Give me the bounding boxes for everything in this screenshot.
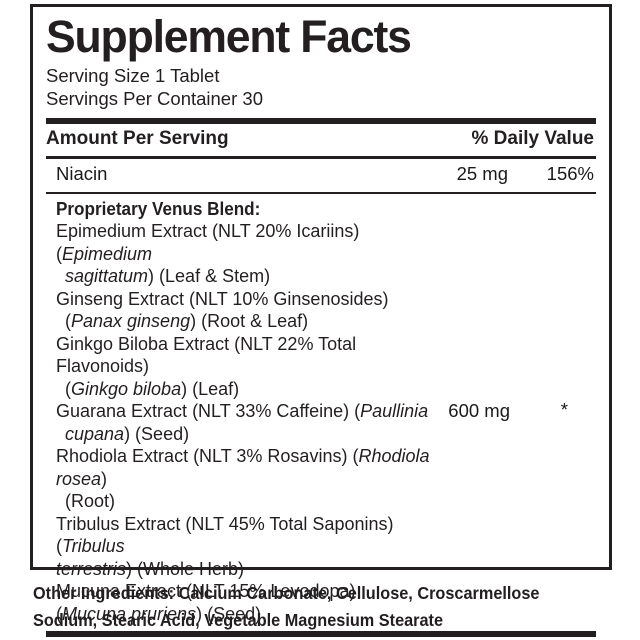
blend-item-text: ) (Whole Herb) [126, 558, 245, 579]
blend-amount: 600 mg [448, 400, 510, 422]
blend-item-continuation: (Mucuna pruriens) (Seed) [56, 603, 450, 626]
divider-under-header [46, 156, 596, 159]
blend-item-text: ( [56, 603, 62, 624]
nutrient-amount-niacin: 25 mg [456, 163, 508, 184]
nutrient-daily-value-niacin: 156% [546, 163, 594, 184]
nutrient-name-niacin: Niacin [56, 163, 108, 184]
blend-item-text: ) [101, 468, 108, 489]
blend-item-latin: Panax ginseng [71, 311, 191, 331]
table-row-niacin: Niacin 25 mg 156% [46, 159, 596, 188]
list-item: Tribulus Extract (NLT 45% Total Saponins… [56, 513, 450, 581]
divider-under-niacin [46, 192, 596, 194]
blend-item-text: ) (Leaf & Stem) [148, 266, 271, 286]
blend-item-latin: Mucuna pruriens [62, 603, 197, 624]
table-header-row: Amount Per Serving % Daily Value [46, 124, 596, 153]
blend-item-text: Ginkgo Biloba Extract (NLT 22% Total Fla… [56, 333, 357, 377]
blend-heading: Proprietary Venus Blend: [56, 198, 261, 219]
blend-item-text: ( [65, 378, 71, 399]
column-header-percent-daily-value: % Daily Value [471, 128, 594, 149]
blend-item-latin: cupana [65, 423, 125, 444]
supplement-facts-panel: Supplement Facts Serving Size 1 Tablet S… [30, 4, 612, 637]
page-title: Supplement Facts [46, 11, 412, 62]
blend-item-text: ) (Root & Leaf) [190, 311, 309, 331]
blend-item-text: Tribulus Extract (NLT 45% Total Saponins… [56, 513, 394, 557]
divider-above-footnote [46, 631, 596, 637]
blend-item-text: Guarana Extract (NLT 33% Caffeine) ( [56, 401, 361, 421]
blend-item-latin: sagittatum [65, 266, 149, 286]
blend-item-text: Epimedium Extract (NLT 20% Icariins) ( [56, 221, 360, 264]
table-row-proprietary-blend: Proprietary Venus Blend: Epimedium Extra… [46, 194, 596, 626]
list-item: Mucuna Extract (NLT 15% Levodopa) (Mucun… [56, 580, 450, 625]
blend-item-latin: Paullinia [360, 401, 429, 421]
divider-above-header [46, 118, 596, 124]
list-item: Ginkgo Biloba Extract (NLT 22% Total Fla… [56, 333, 450, 401]
blend-item-text: Ginseng Extract (NLT 10% Ginsenosides) [56, 288, 389, 309]
serving-information: Serving Size 1 Tablet Servings Per Conta… [46, 64, 599, 110]
blend-item-text: ) (Seed) [196, 603, 262, 624]
other-ingredients-text: Other Ingredients: Calcium Carbonate, Ce… [33, 583, 540, 630]
blend-item-continuation: (Panax ginseng) (Root & Leaf) [56, 310, 450, 333]
blend-item-continuation: (Ginkgo biloba) (Leaf) [56, 378, 450, 401]
list-item: Ginseng Extract (NLT 10% Ginsenosides) (… [56, 288, 450, 333]
blend-item-text: ( [65, 311, 71, 331]
list-item: Rhodiola Extract (NLT 3% Rosavins) (Rhod… [56, 445, 450, 513]
servings-per-container-text: Servings Per Container 30 [46, 88, 263, 109]
blend-item-latin: Epimedium [62, 243, 153, 264]
list-item: Epimedium Extract (NLT 20% Icariins) (Ep… [56, 220, 450, 288]
list-item: Guarana Extract (NLT 33% Caffeine) (Paul… [56, 400, 450, 445]
blend-item-text: (Root) [65, 491, 116, 511]
blend-daily-value-asterisk: * [560, 399, 568, 421]
blend-item-text: ) (Seed) [124, 423, 190, 444]
blend-item-continuation: sagittatum) (Leaf & Stem) [56, 265, 450, 288]
column-header-amount-per-serving: Amount Per Serving [46, 128, 229, 149]
blend-item-continuation: cupana) (Seed) [56, 423, 450, 446]
blend-item-continuation: (Root) [56, 490, 450, 513]
blend-ingredient-list: Proprietary Venus Blend: Epimedium Extra… [46, 198, 450, 626]
serving-size-text: Serving Size 1 Tablet [46, 65, 220, 86]
blend-item-text: Mucuna Extract (NLT 15% Levodopa) [56, 581, 356, 601]
blend-amount-column: 600 mg * [448, 198, 596, 626]
blend-item-latin: Rhodiola rosea [56, 446, 430, 489]
blend-item-latin: terrestris [56, 558, 127, 579]
blend-item-text: Rhodiola Extract (NLT 3% Rosavins) ( [56, 446, 359, 466]
blend-item-text: ) (Leaf) [181, 378, 240, 399]
blend-item-latin: Ginkgo biloba [71, 378, 182, 399]
blend-item-latin: Tribulus [62, 536, 125, 556]
blend-item-continuation: terrestris) (Whole Herb) [56, 558, 450, 581]
